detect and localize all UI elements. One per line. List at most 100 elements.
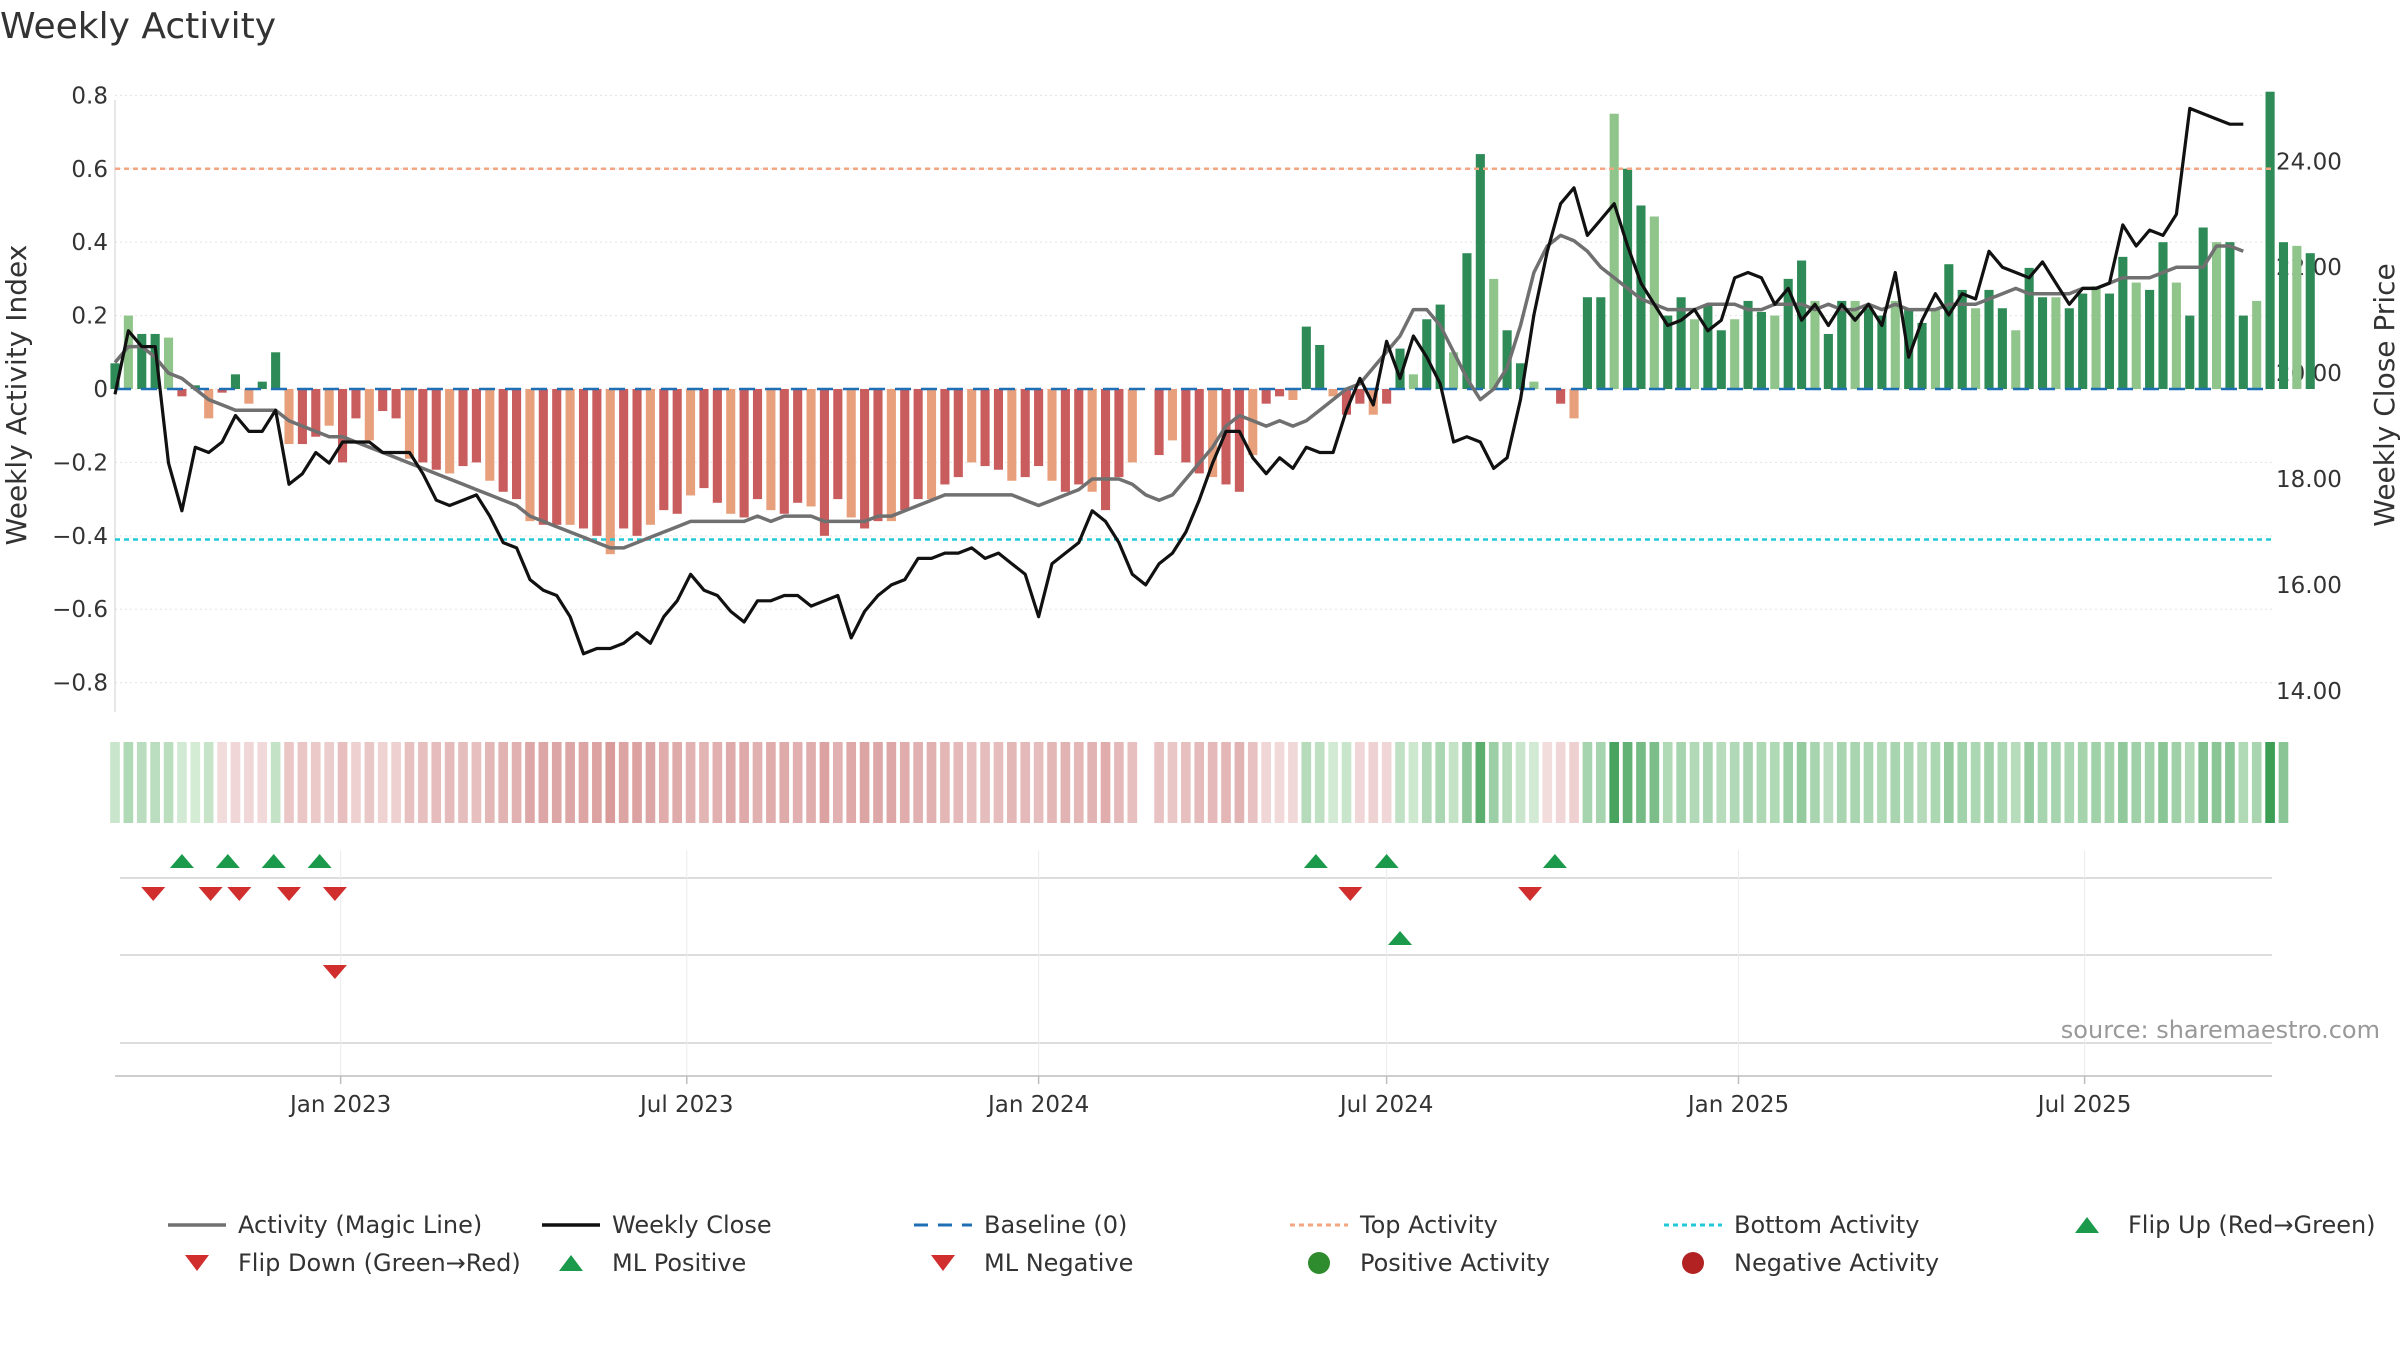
activity-bar: [1730, 319, 1740, 389]
legend-item: ML Positive: [559, 1249, 746, 1277]
activity-bar: [672, 389, 682, 514]
heat-cell: [1890, 742, 1901, 823]
heat-cell: [1274, 742, 1285, 823]
heat-cell: [1181, 742, 1191, 823]
activity-bar: [311, 389, 321, 437]
activity-bar: [793, 389, 803, 503]
activity-bar: [2037, 297, 2048, 389]
activity-bar: [1743, 300, 1753, 389]
activity-bar: [1917, 322, 1927, 389]
activity-bar: [271, 352, 281, 389]
activity-bar: [712, 389, 722, 503]
heat-cell: [618, 742, 629, 823]
activity-bar: [364, 389, 374, 441]
activity-bar: [1930, 308, 1940, 389]
activity-bar: [886, 389, 896, 522]
heat-cell: [1234, 742, 1245, 823]
heat-cell: [2077, 742, 2088, 823]
y-tick-label: 0.8: [71, 83, 108, 109]
legend: Activity (Magic Line) Weekly Close Baselin…: [168, 1211, 2376, 1277]
heat-cell: [1703, 742, 1713, 823]
heat-cell: [1033, 742, 1044, 823]
activity-bar: [1020, 389, 1030, 478]
activity-bar: [2145, 289, 2155, 389]
activity-bar: [2185, 315, 2195, 389]
heat-cell: [2184, 742, 2195, 823]
activity-bar: [752, 389, 763, 500]
heat-cell: [1595, 742, 1606, 823]
heat-cell: [913, 742, 923, 823]
heat-cell: [2144, 742, 2155, 823]
heat-cell: [1743, 742, 1753, 823]
heat-cell: [899, 742, 910, 823]
heat-cell: [1314, 742, 1325, 823]
heat-cell: [1970, 742, 1981, 823]
flip-down-marker: [141, 887, 166, 901]
activity-bar: [150, 333, 160, 389]
heat-cell: [1756, 742, 1767, 823]
activity-bar: [2118, 256, 2128, 389]
legend-label: ML Negative: [984, 1249, 1133, 1277]
activity-bar: [980, 389, 990, 467]
heat-cell: [1328, 742, 1338, 823]
legend-label: Flip Down (Green→Red): [238, 1249, 521, 1277]
y-tick-label: −0.6: [52, 597, 108, 623]
activity-bar: [297, 389, 307, 445]
heat-cell: [404, 742, 415, 823]
heat-cell: [2171, 742, 2182, 823]
heat-cell: [886, 742, 897, 823]
heat-cell: [2051, 742, 2061, 823]
y2-tick-label: 14.00: [2276, 679, 2342, 705]
activity-bar: [1716, 330, 1726, 389]
activity-bar: [1756, 311, 1766, 389]
heat-cell: [351, 742, 361, 823]
heat-cell: [645, 742, 656, 823]
y2-axis-label: Weekly Close Price: [2368, 263, 2400, 526]
heat-cell: [2225, 742, 2235, 823]
heat-cell: [1836, 742, 1847, 823]
heat-cell: [1984, 742, 1994, 823]
heat-cell: [1301, 742, 1312, 823]
activity-bar: [1301, 326, 1311, 389]
flip-down-marker: [1338, 887, 1363, 901]
x-tick-label: Jul 2023: [638, 1092, 734, 1118]
y-tick-label: −0.8: [52, 671, 108, 697]
legend-item: Negative Activity: [1682, 1249, 1939, 1277]
legend-item: Top Activity: [1290, 1211, 1498, 1239]
activity-bar: [833, 389, 843, 500]
activity-bar: [2198, 227, 2208, 389]
activity-bar: [726, 389, 736, 514]
heat-cell: [471, 742, 482, 823]
activity-bar: [471, 389, 481, 463]
activity-bar: [1341, 389, 1352, 415]
activity-bar: [244, 389, 254, 404]
chart-title: Weekly Activity: [0, 6, 276, 47]
heat-cell: [1020, 742, 1031, 823]
activity-bar: [1047, 389, 1057, 481]
heat-cell: [1087, 742, 1097, 823]
heat-cell: [1421, 742, 1432, 823]
activity-bar: [525, 389, 535, 522]
activity-bar: [498, 389, 508, 492]
heat-cell: [632, 742, 642, 823]
weekly-close-line: [113, 106, 2244, 656]
heat-cell: [1997, 742, 2008, 823]
activity-bar: [1060, 389, 1070, 492]
legend-item: Activity (Magic Line): [168, 1211, 482, 1239]
heat-cell: [310, 742, 321, 823]
activity-bar: [592, 389, 602, 536]
activity-bar: [2278, 242, 2289, 389]
heat-cell: [484, 742, 495, 823]
activity-bar: [1167, 389, 1178, 441]
activity-bar: [1034, 389, 1044, 467]
activity-bar: [1797, 260, 1807, 389]
heat-cell: [1810, 742, 1820, 823]
heat-cell: [2265, 742, 2275, 823]
activity-bar: [2225, 242, 2235, 389]
activity-bar: [1850, 300, 1860, 389]
legend-label: Activity (Magic Line): [238, 1211, 482, 1239]
activity-bar: [485, 389, 495, 481]
x-tick-label: Jul 2024: [1338, 1092, 1434, 1118]
heat-cell: [605, 742, 616, 823]
activity-bar: [1609, 113, 1619, 389]
